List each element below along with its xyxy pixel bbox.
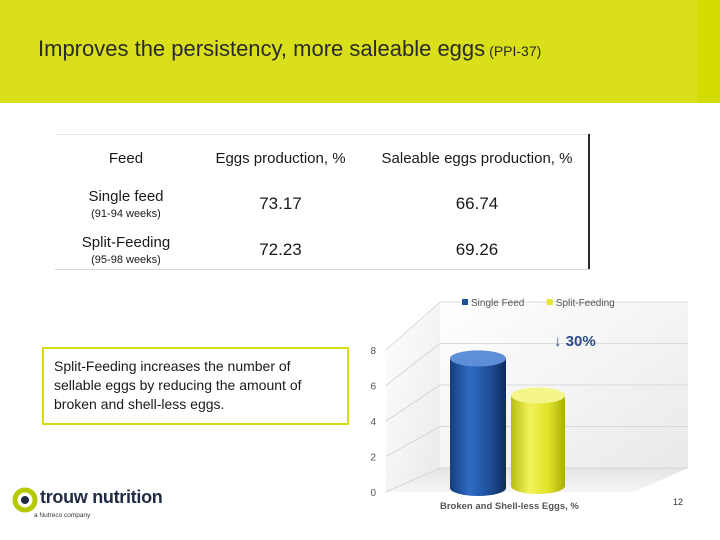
- results-table: Feed Eggs production, % Saleable eggs pr…: [55, 134, 590, 273]
- header-band-inner: [0, 0, 697, 103]
- logo-mark-icon: [12, 487, 38, 513]
- chart-gridline: [385, 426, 441, 457]
- chart-bar-top: [511, 387, 565, 404]
- feed-name: Split-Feeding: [81, 234, 171, 251]
- chart-gridline: [385, 384, 441, 422]
- chart-bar: [450, 350, 506, 496]
- chart-bars: [450, 350, 565, 496]
- chart-y-ticks: 0 2 4 6 8: [370, 346, 376, 499]
- table-cell-feed: Split-Feeding (95-98 weeks): [55, 227, 197, 273]
- logo-wordmark: trouw nutrition: [40, 487, 163, 507]
- table-header-eggs: Eggs production, %: [215, 150, 346, 167]
- company-logo: trouw nutrition a Nutreco company: [12, 487, 172, 523]
- feed-name: Single feed: [88, 188, 164, 205]
- table-cell-eggs: 72.23: [259, 240, 302, 259]
- slide-title-suffix: (PPI-37): [489, 43, 542, 59]
- table-cell-feed: Single feed (91-94 weeks): [55, 181, 197, 227]
- table-cell-eggs: 73.17: [259, 194, 302, 213]
- chart-y-tick-label: 6: [370, 382, 376, 393]
- chart-bar-body: [450, 358, 506, 496]
- chart-legend: Single Feed Split-Feeding: [462, 298, 615, 309]
- logo-subtitle: a Nutreco company: [34, 512, 91, 519]
- chart-bar-top: [450, 350, 506, 367]
- table-cell-saleable: 69.26: [455, 240, 499, 259]
- chart-legend-label: Single Feed: [471, 298, 524, 309]
- page-number: 12: [673, 497, 684, 507]
- chart-legend-swatch: [462, 299, 468, 305]
- chart-gridline: [385, 301, 441, 351]
- chart-side-wall: [386, 302, 440, 492]
- chart: 0 2 4 6 8 Single Feed Split-Feeding ↓ 30% Bro…: [358, 292, 698, 514]
- chart-bar: [511, 387, 565, 494]
- chart-gridline: [385, 467, 441, 493]
- chart-bar-body: [511, 395, 565, 494]
- chart-x-label: Broken and Shell-less Eggs, %: [440, 501, 579, 512]
- table-row: Split-Feeding (95-98 weeks) 72.23 69.26: [55, 227, 590, 273]
- chart-svg: 0 2 4 6 8 Single Feed Split-Feeding ↓ 30% Bro…: [370, 298, 688, 512]
- table-header-saleable: Saleable eggs production, %: [381, 150, 573, 167]
- slide-title: Improves the persistency, more saleable …: [38, 36, 541, 62]
- feed-weeks: (95-98 weeks): [91, 254, 161, 266]
- chart-y-tick-label: 8: [370, 346, 376, 357]
- chart-annotation: ↓ 30%: [554, 333, 596, 350]
- table-cell-saleable: 66.74: [455, 194, 499, 213]
- table-header-feed: Feed: [108, 150, 144, 167]
- slide-title-text: Improves the persistency, more saleable …: [38, 36, 486, 61]
- header-band: Improves the persistency, more saleable …: [0, 0, 720, 103]
- chart-y-tick-label: 0: [370, 488, 376, 499]
- table-row: Single feed (91-94 weeks) 73.17 66.74: [55, 181, 590, 227]
- feed-weeks: (91-94 weeks): [91, 208, 161, 220]
- note-box: Split-Feeding increases the number of se…: [42, 347, 349, 425]
- chart-gridline: [385, 343, 441, 386]
- chart-y-tick-label: 4: [370, 417, 376, 428]
- chart-legend-swatch: [546, 299, 553, 305]
- chart-y-tick-label: 2: [370, 453, 376, 464]
- table-header-row: Feed Eggs production, % Saleable eggs pr…: [55, 134, 590, 181]
- chart-legend-label: Split-Feeding: [556, 298, 615, 309]
